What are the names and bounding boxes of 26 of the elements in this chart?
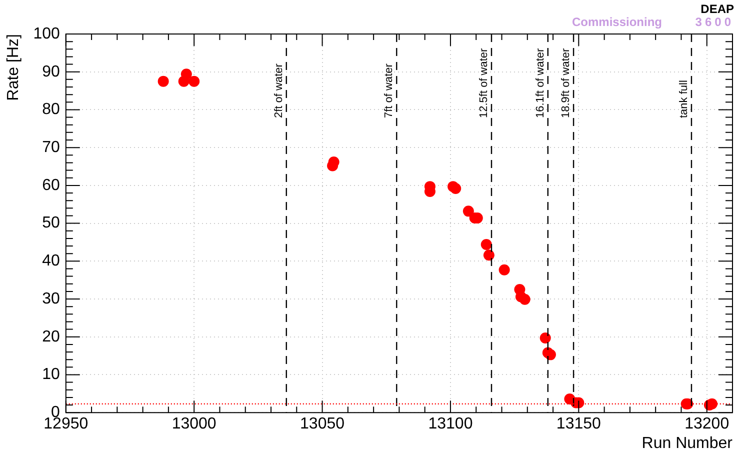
- x-tick-label: 13050: [300, 416, 345, 433]
- ref-line-label: 7ft of water: [383, 63, 396, 118]
- x-tick-label: 13200: [684, 416, 730, 433]
- x-tick-label: 13100: [428, 416, 473, 433]
- ref-line-label: 18.9ft of water: [560, 48, 572, 118]
- y-tick-label: 80: [42, 101, 60, 118]
- x-axis-title: Run Number: [642, 434, 734, 452]
- y-tick-label: 60: [42, 176, 60, 194]
- y-tick-label: 20: [42, 328, 60, 346]
- y-tick-label: 100: [33, 25, 60, 42]
- y-tick-label: 90: [42, 63, 60, 80]
- y-tick-label: 70: [42, 138, 60, 156]
- y-tick-label: 40: [42, 252, 60, 270]
- ref-line-label: 16.1ft of water: [534, 48, 546, 118]
- y-tick-label: 10: [42, 366, 60, 384]
- y-axis-title: Rate [Hz]: [5, 34, 22, 101]
- text: Commissioning: [572, 15, 662, 29]
- text: DEAP: [700, 2, 734, 16]
- y-tick-label: 30: [42, 290, 60, 308]
- ref-line-label: 12.5ft of water: [478, 48, 490, 118]
- x-tick-label: 13000: [172, 416, 216, 433]
- text: 3600: [695, 15, 734, 29]
- y-tick-label: 50: [42, 214, 60, 232]
- ref-line-label: tank full: [678, 80, 690, 118]
- ref-line-label: 2ft of water: [272, 63, 285, 118]
- x-tick-label: 13150: [556, 416, 602, 433]
